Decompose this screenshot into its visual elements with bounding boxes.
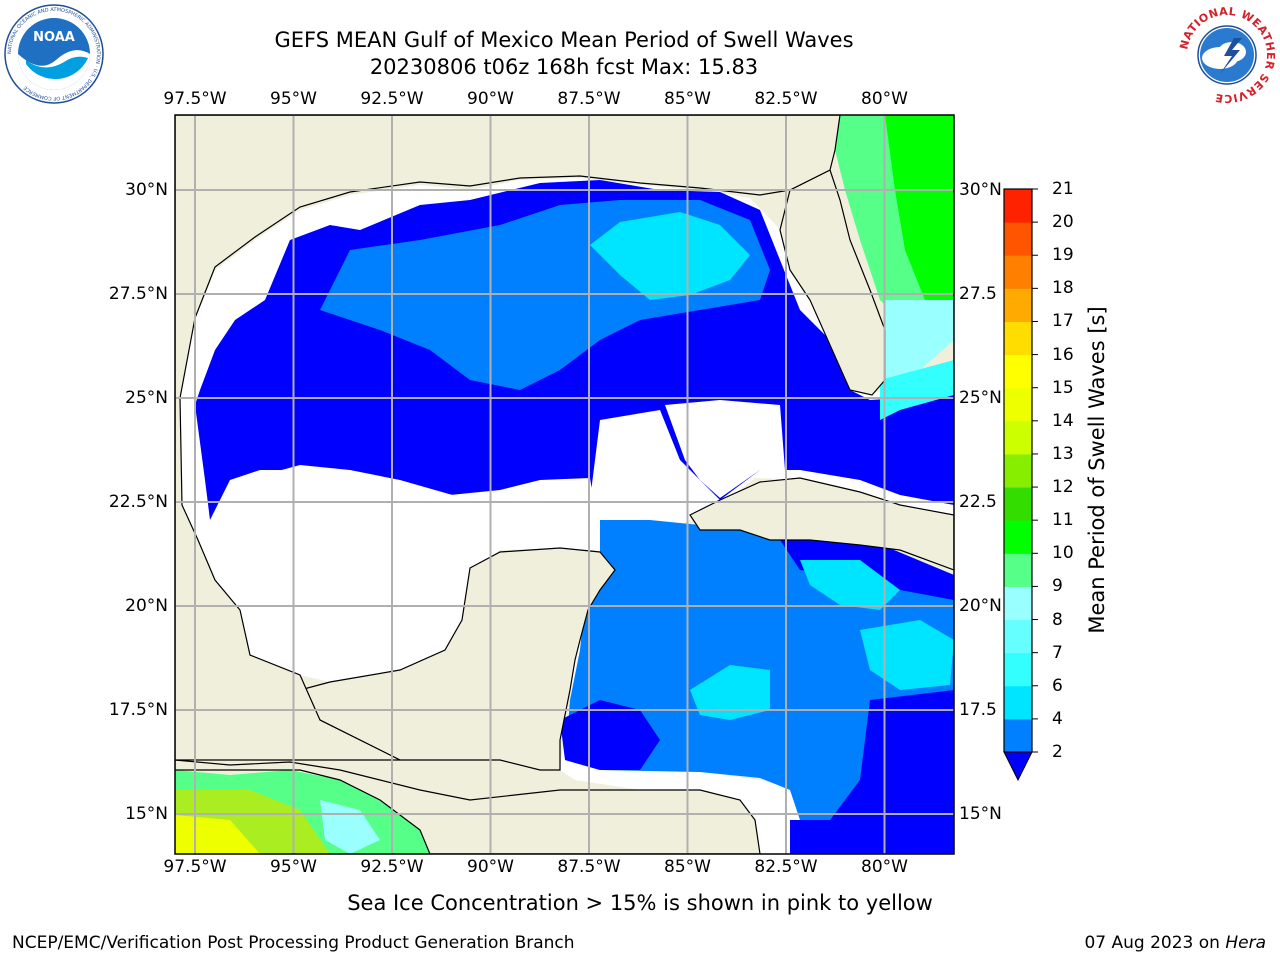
colorbar-label: 21 — [1052, 179, 1074, 199]
lon-tick-top: 82.5°W — [754, 89, 818, 109]
noaa-logo-text: NOAA — [33, 30, 75, 45]
lat-tick-right: 22.5 — [959, 492, 997, 512]
lon-tick-bottom: 85°W — [664, 857, 711, 877]
colorbar-label: 7 — [1052, 642, 1063, 663]
colorbar-band — [1004, 288, 1032, 322]
swell-field-7s-atlantic — [880, 360, 954, 420]
colorbar-band — [1004, 321, 1032, 356]
colorbar-label: 15 — [1052, 377, 1074, 398]
lon-tick-top: 95°W — [270, 89, 317, 109]
lon-tick-top: 90°W — [467, 89, 514, 109]
lon-tick-top: 92.5°W — [360, 89, 424, 109]
swell-field-6s-c — [800, 560, 900, 610]
lat-tick-left: 27.5°N — [108, 284, 168, 304]
colorbar-band — [1004, 354, 1032, 389]
colorbar-band — [1004, 222, 1032, 256]
lon-tick-bottom: 92.5°W — [360, 857, 424, 877]
lat-tick-left: 20°N — [125, 596, 168, 616]
lat-tick-left: 17.5°N — [108, 700, 168, 720]
colorbar-band — [1004, 189, 1032, 223]
lat-tick-right: 25°N — [959, 388, 1002, 408]
colorbar-label: 2 — [1052, 742, 1063, 762]
sea-ice-footnote: Sea Ice Concentration > 15% is shown in … — [347, 891, 933, 915]
colorbar-label: 17 — [1052, 311, 1074, 332]
swell-field-10s-atlantic — [885, 115, 954, 300]
lon-tick-top: 87.5°W — [557, 89, 621, 109]
colorbar-label: 11 — [1052, 510, 1074, 531]
colorbar-band — [1004, 685, 1032, 720]
nws-logo: NATIONAL WEATHER SERVICE — [1177, 5, 1277, 105]
swell-field-2s-caribbean-sw — [560, 700, 660, 770]
colorbar-band — [1004, 652, 1032, 687]
colorbar-band — [1004, 586, 1032, 621]
lat-tick-left: 22.5°N — [108, 492, 168, 512]
swell-missing-west — [235, 465, 595, 682]
colorbar-band — [1004, 520, 1032, 554]
generation-date: 07 Aug 2023 on Hera — [1084, 933, 1266, 953]
lon-tick-bottom: 80°W — [861, 857, 908, 877]
colorbar-under-arrow — [1003, 751, 1033, 782]
lat-tick-right: 17.5 — [959, 700, 997, 720]
colorbar-band — [1004, 619, 1032, 654]
credit-text: NCEP/EMC/Verification Post Processing Pr… — [12, 933, 575, 953]
lon-tick-bottom: 95°W — [270, 857, 317, 877]
map-frame — [174, 114, 955, 855]
mexico-us-land — [175, 115, 841, 761]
colorbar-band — [1004, 718, 1032, 753]
colorbar-label: 16 — [1052, 344, 1074, 365]
chart-title: GEFS MEAN Gulf of Mexico Mean Period of … — [274, 28, 854, 52]
lon-tick-bottom: 97.5°W — [163, 857, 227, 877]
swell-field-8s-atlantic — [880, 300, 954, 390]
colorbar-band — [1004, 255, 1032, 289]
colorbar-label: 14 — [1052, 410, 1074, 431]
swell-field-14s-pacific — [175, 815, 260, 854]
colorbar-label: 12 — [1052, 477, 1074, 498]
lat-tick-right: 27.5 — [959, 284, 997, 304]
swell-missing-central — [665, 400, 785, 498]
central-america-land — [175, 759, 761, 854]
colorbar-band — [1004, 387, 1032, 422]
colorbar-title: Mean Period of Swell Waves [s] — [1085, 306, 1109, 634]
colorbar-band — [1004, 553, 1032, 587]
lon-tick-top: 85°W — [664, 89, 711, 109]
chart-subtitle: 20230806 t06z 168h fcst Max: 15.83 — [369, 55, 759, 79]
colorbar-band — [1004, 487, 1032, 521]
lat-tick-right: 15°N — [959, 804, 1002, 824]
colorbar-label: 18 — [1052, 278, 1074, 299]
colorbar-label: 6 — [1052, 675, 1063, 696]
swell-field-6s-a — [590, 212, 750, 300]
colorbar-band — [1004, 453, 1032, 488]
lon-tick-top: 80°W — [861, 89, 908, 109]
map-field — [175, 115, 954, 854]
lon-tick-bottom: 90°W — [467, 857, 514, 877]
colorbar-band — [1004, 420, 1032, 455]
lon-tick-top: 97.5°W — [163, 89, 227, 109]
colorbar-label: 13 — [1052, 443, 1074, 464]
lat-tick-right: 30°N — [959, 180, 1002, 200]
lat-tick-right: 20°N — [959, 596, 1002, 616]
colorbar-frame — [1003, 188, 1033, 753]
colorbar-label: 20 — [1052, 212, 1074, 233]
yucatan-land — [299, 547, 616, 771]
lon-tick-bottom: 87.5°W — [557, 857, 621, 877]
colorbar-label: 4 — [1052, 708, 1063, 729]
lat-tick-left: 25°N — [125, 388, 168, 408]
host-name: Hera — [1225, 933, 1266, 953]
noaa-logo: NOAA NATIONAL OCEANIC AND ATMOSPHERIC AD… — [4, 4, 104, 104]
colorbar-label: 9 — [1052, 576, 1063, 597]
colorbar-label: 8 — [1052, 609, 1063, 630]
colorbar-label: 19 — [1052, 245, 1074, 266]
colorbar-label: 10 — [1052, 543, 1074, 564]
lat-tick-left: 15°N — [125, 804, 168, 824]
lat-tick-left: 30°N — [125, 180, 168, 200]
swell-field-6s-b — [690, 665, 770, 720]
lon-tick-bottom: 82.5°W — [754, 857, 818, 877]
